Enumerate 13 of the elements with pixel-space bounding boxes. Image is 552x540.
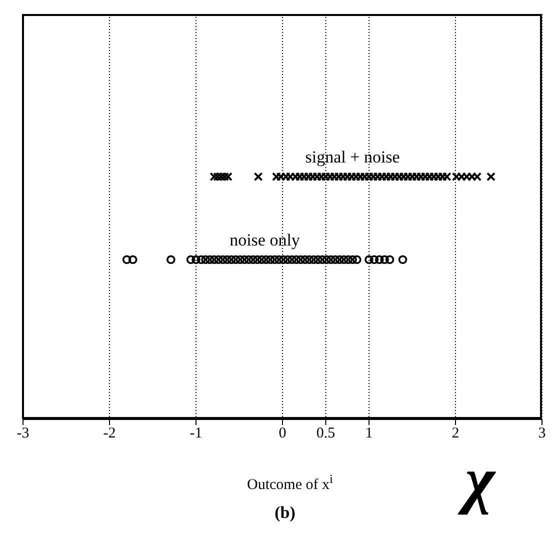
- text: (b): [274, 503, 296, 523]
- x-tick-label: -1: [190, 426, 202, 442]
- y-tick-label: noise only: [230, 230, 300, 250]
- x-axis-title: Outcome of x$^{i}$: [246, 472, 334, 494]
- x-tick-label: 2: [452, 426, 460, 442]
- x-tick-label: 1: [365, 426, 373, 442]
- x-tick-label: -2: [103, 426, 116, 442]
- x-tick-label: 0: [278, 426, 286, 442]
- x-tick-label: -3: [16, 426, 30, 442]
- y-tick-label: signal + noise: [305, 148, 400, 167]
- text: χ: [456, 443, 497, 517]
- x-tick-label: 0.5: [316, 426, 336, 442]
- x-tick-label: 3: [538, 426, 546, 442]
